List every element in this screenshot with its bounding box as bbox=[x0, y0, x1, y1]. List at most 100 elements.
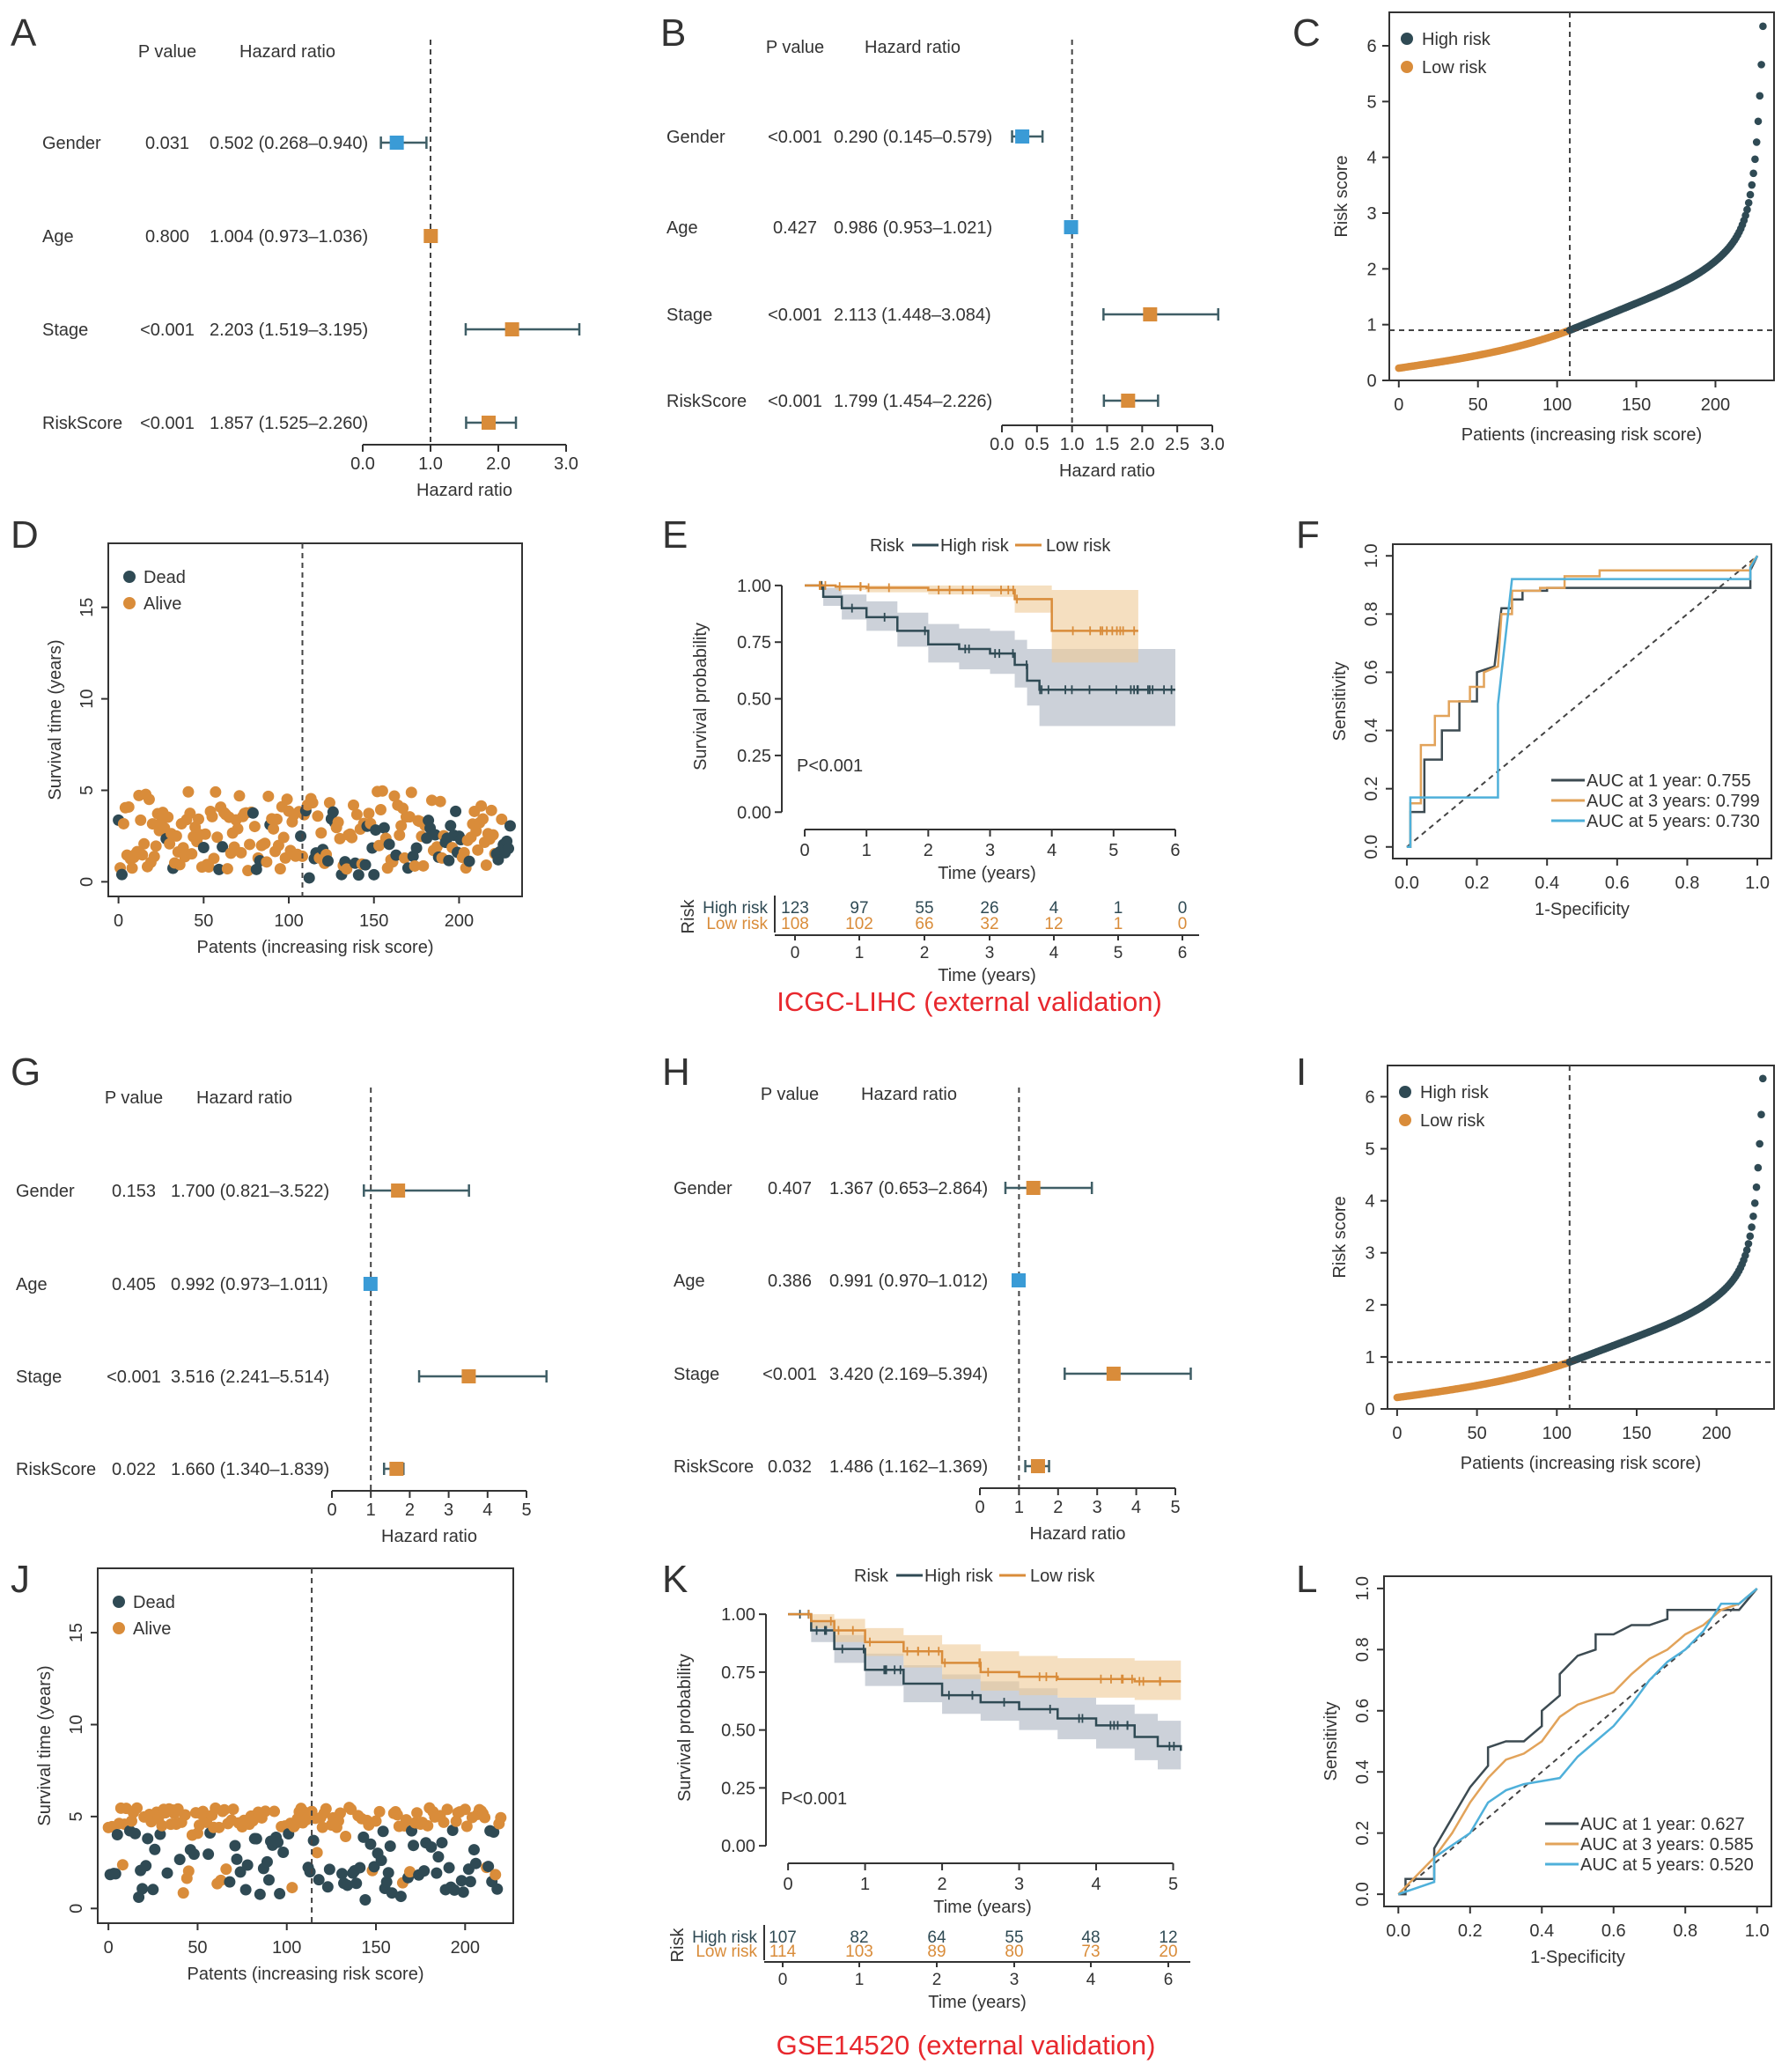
y-tick-label: 10 bbox=[77, 689, 97, 708]
risk-table-count: 1 bbox=[1114, 899, 1123, 918]
status-point bbox=[472, 844, 484, 856]
risk-table-x-label: Time (years) bbox=[928, 1993, 1026, 2012]
status-point bbox=[218, 1803, 231, 1816]
status-point bbox=[434, 795, 446, 807]
x-tick-label: 200 bbox=[1701, 395, 1730, 415]
row-hr-text: 2.203 (1.519–3.195) bbox=[210, 321, 368, 340]
x-axis-label: Time (years) bbox=[938, 864, 1035, 883]
row-name: Gender bbox=[16, 1182, 75, 1201]
y-tick-label: 1.00 bbox=[737, 577, 771, 596]
x-axis-label: Hazard ratio bbox=[416, 481, 512, 500]
risk-table-count: 108 bbox=[781, 915, 809, 933]
legend-marker-dead bbox=[123, 571, 136, 583]
status-point bbox=[210, 785, 222, 798]
status-point bbox=[487, 829, 499, 841]
col-header-hr: Hazard ratio bbox=[865, 38, 961, 57]
status-point bbox=[455, 1875, 467, 1887]
x-tick-label: 1 bbox=[860, 1875, 870, 1894]
status-point bbox=[143, 793, 155, 806]
x-tick-label: 2.0 bbox=[1130, 435, 1154, 454]
status-point bbox=[116, 1859, 129, 1871]
y-axis-label: Risk score bbox=[1332, 155, 1351, 237]
status-point bbox=[117, 817, 129, 830]
plot-frame bbox=[1387, 1065, 1775, 1410]
status-point bbox=[307, 1834, 320, 1847]
status-point bbox=[272, 1836, 284, 1848]
x-tick-label: 3.0 bbox=[1200, 435, 1225, 454]
legend-label-1: AUC at 1 year: 0.755 bbox=[1587, 771, 1751, 791]
x-tick-label: 0.6 bbox=[1605, 874, 1630, 893]
status-point bbox=[341, 863, 353, 875]
risk-table-count: 73 bbox=[1081, 1943, 1100, 1961]
panel-label-D: D bbox=[11, 513, 39, 557]
risk-table-row-label: Low risk bbox=[696, 1943, 757, 1961]
status-point bbox=[380, 1876, 393, 1888]
x-tick-label: 150 bbox=[361, 1938, 390, 1958]
legend-marker-dead bbox=[113, 1596, 125, 1608]
x-axis-label: Patients (increasing risk score) bbox=[1461, 425, 1702, 445]
survival-line-low bbox=[788, 1612, 1182, 1683]
status-point bbox=[490, 1869, 502, 1881]
status-point bbox=[340, 1830, 352, 1842]
hr-point bbox=[1026, 1181, 1041, 1195]
hr-point bbox=[391, 1183, 406, 1198]
x-tick-label: 2 bbox=[924, 841, 933, 860]
risk-table-count: 114 bbox=[769, 1943, 797, 1961]
risk-table-x-label: Time (years) bbox=[938, 966, 1035, 985]
status-point bbox=[457, 1886, 469, 1899]
risk-point bbox=[1759, 22, 1767, 31]
risk-table-x-tick-label: 2 bbox=[920, 944, 930, 962]
hr-point bbox=[1012, 1273, 1027, 1287]
row-hr-text: 1.857 (1.525–2.260) bbox=[210, 414, 368, 433]
y-tick-label: 0.25 bbox=[721, 1779, 755, 1798]
legend-marker-alive bbox=[113, 1622, 125, 1634]
row-hr-text: 1.004 (0.973–1.036) bbox=[210, 227, 368, 247]
x-tick-label: 0.5 bbox=[1025, 435, 1049, 454]
status-point bbox=[182, 1865, 195, 1877]
y-tick-label: 0.2 bbox=[1362, 777, 1381, 801]
row-hr-text: 1.700 (0.821–3.522) bbox=[171, 1182, 329, 1201]
risk-point bbox=[1744, 198, 1753, 207]
legend-marker-alive bbox=[123, 597, 136, 609]
status-point bbox=[242, 865, 254, 877]
status-point bbox=[467, 1844, 480, 1856]
status-point bbox=[409, 859, 421, 872]
status-point bbox=[316, 1821, 328, 1833]
legend-label-3: AUC at 5 years: 0.730 bbox=[1587, 812, 1760, 831]
y-tick-label: 0.50 bbox=[721, 1722, 755, 1741]
status-point bbox=[482, 1861, 495, 1873]
x-tick-label: 100 bbox=[1542, 1424, 1572, 1443]
y-tick-label: 0.00 bbox=[737, 803, 771, 822]
status-point bbox=[217, 841, 229, 853]
status-point bbox=[348, 799, 360, 811]
x-tick-label: 0.6 bbox=[1601, 1921, 1626, 1941]
status-point bbox=[364, 1838, 377, 1850]
status-point bbox=[250, 863, 262, 875]
status-point bbox=[491, 1883, 504, 1895]
status-point bbox=[126, 862, 138, 874]
roc-plot-L: 0.0 0.0 0.2 0.2 0.4 0.4 0.6 0.6 0.8 0.8 1.0 1.0 1-Sp… bbox=[1322, 1575, 1772, 1967]
hr-point bbox=[1143, 307, 1158, 321]
status-point bbox=[259, 1805, 271, 1818]
x-tick-label: 0 bbox=[327, 1501, 336, 1520]
y-tick-label: 5 bbox=[1365, 1140, 1374, 1160]
y-tick-label: 0 bbox=[67, 1904, 86, 1913]
status-point bbox=[202, 1848, 215, 1861]
row-name: RiskScore bbox=[666, 392, 747, 411]
y-tick-label: 1.0 bbox=[1362, 543, 1381, 568]
x-tick-label: 50 bbox=[1467, 1424, 1486, 1443]
status-point bbox=[438, 1816, 450, 1828]
status-point bbox=[261, 856, 273, 868]
risk-table-x-tick-label: 1 bbox=[855, 1971, 865, 1989]
status-point bbox=[384, 1840, 396, 1852]
x-tick-label: 5 bbox=[1170, 1498, 1180, 1517]
status-point bbox=[232, 822, 244, 835]
y-tick-label: 0.4 bbox=[1353, 1759, 1373, 1784]
status-point bbox=[164, 837, 176, 850]
status-point bbox=[161, 1867, 173, 1879]
x-tick-label: 100 bbox=[272, 1938, 301, 1958]
y-tick-label: 0.6 bbox=[1353, 1699, 1373, 1723]
status-point bbox=[463, 855, 475, 867]
